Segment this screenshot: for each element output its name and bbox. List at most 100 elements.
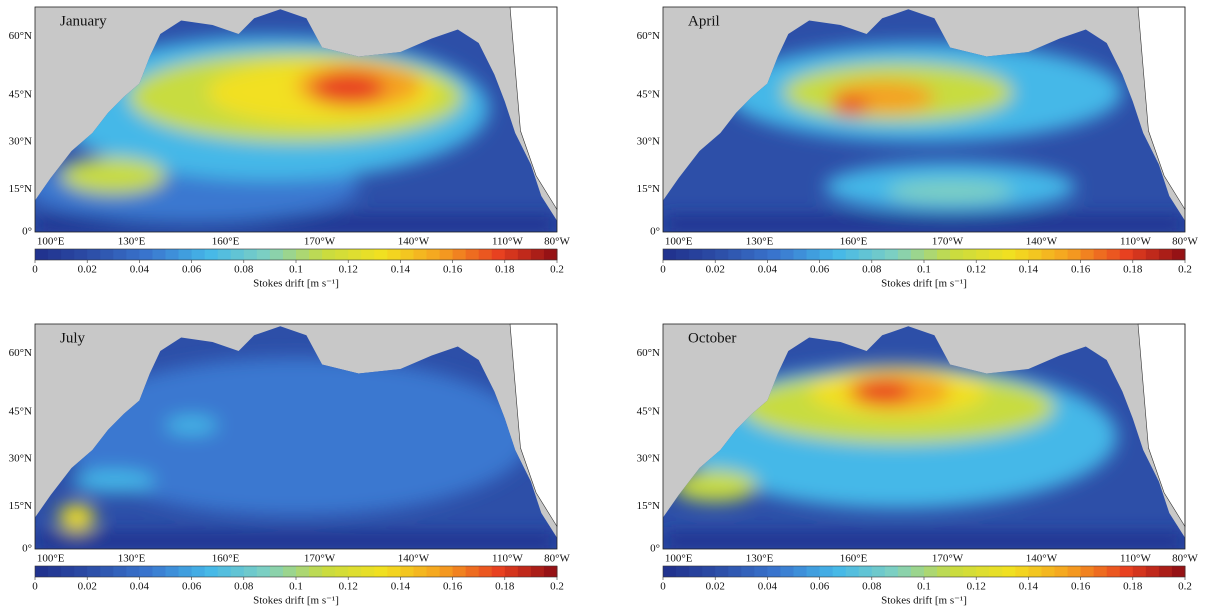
colorbar-tick-label: 0.1 <box>917 581 931 593</box>
lon-label: 170°W <box>932 553 964 565</box>
colorbar-segment <box>793 249 808 260</box>
colorbar-segment <box>897 566 912 577</box>
colorbar-segment <box>282 566 297 577</box>
colorbar-segment <box>152 249 166 260</box>
lon-label: 170°W <box>304 236 336 248</box>
map-panel: October 0° 15°N 30°N 45°N 60°N 100°E 130°E 160°E… <box>637 323 1199 607</box>
colorbar-segment <box>767 566 781 577</box>
lat-label: 15°N <box>637 500 660 512</box>
colorbar-tick-label: 0.08 <box>862 264 882 276</box>
colorbar-segment <box>452 249 467 260</box>
colorbar-tick-label: 0.08 <box>234 581 254 593</box>
colorbar-segment <box>296 249 310 260</box>
colorbar-segment <box>702 249 716 260</box>
lon-label: 140°W <box>1026 553 1058 565</box>
lon-label: 80°W <box>544 553 570 565</box>
colorbar-segment <box>191 249 206 260</box>
colorbar-segment <box>217 566 232 577</box>
colorbar-segment <box>754 566 768 577</box>
colorbar-tick-label: 0.1 <box>917 264 931 276</box>
colorbar-segment <box>322 566 336 577</box>
colorbar-segment <box>113 249 127 260</box>
colorbar-segment <box>924 249 938 260</box>
colorbar-segment <box>728 566 742 577</box>
colorbar-segment <box>1002 249 1016 260</box>
colorbar-segment <box>1093 566 1108 577</box>
colorbar-segment <box>767 249 781 260</box>
panel-title: April <box>688 13 720 29</box>
colorbar-segment <box>897 249 912 260</box>
colorbar-segment <box>1145 249 1160 260</box>
colorbar-tick-label: 0.18 <box>1123 264 1143 276</box>
colorbar-tick-label: 0 <box>660 581 666 593</box>
lat-label: 60°N <box>637 347 660 359</box>
colorbar-segment <box>491 249 506 260</box>
colorbar-segment <box>989 566 1003 577</box>
colorbar-segment <box>976 249 990 260</box>
colorbar-segment <box>806 249 821 260</box>
colorbar-segment <box>1106 249 1121 260</box>
colorbar-segment <box>1093 249 1108 260</box>
colorbar-segment <box>950 566 964 577</box>
map-frame <box>34 323 558 550</box>
colorbar-segment <box>1158 566 1173 577</box>
colorbar-tick-label: 0.18 <box>495 581 515 593</box>
lat-label: 15°N <box>637 183 660 195</box>
lat-label: 15°N <box>9 500 32 512</box>
colorbar-segment <box>165 566 180 577</box>
colorbar-segment <box>741 566 755 577</box>
colorbar-segment <box>963 249 977 260</box>
colorbar-segment <box>478 249 493 260</box>
colorbar-tick-label: 0 <box>32 581 38 593</box>
lon-label: 110°W <box>1120 553 1151 565</box>
colorbar-segment <box>256 249 271 260</box>
colorbar-segment <box>871 566 886 577</box>
colorbar-tick-label: 0.16 <box>443 264 463 276</box>
colorbar-segment <box>543 249 558 260</box>
colorbar-label: Stokes drift [m s⁻¹] <box>253 278 339 290</box>
lon-label: 130°E <box>746 236 774 248</box>
lat-label: 30°N <box>637 453 660 465</box>
colorbar-tick-label: 0.06 <box>810 581 830 593</box>
colorbar-segment <box>48 566 62 577</box>
colorbar-segment <box>1171 566 1186 577</box>
lat-label: 45°N <box>9 88 32 100</box>
colorbar-segment <box>230 566 245 577</box>
colorbar-tick-label: 0.16 <box>443 581 463 593</box>
colorbar-tick-label: 0.08 <box>862 581 882 593</box>
colorbar-segment <box>1158 249 1173 260</box>
colorbar-segment <box>663 249 677 260</box>
colorbar-tick-label: 0.04 <box>758 264 778 276</box>
colorbar-segment <box>819 249 834 260</box>
lon-label: 160°E <box>212 553 240 565</box>
colorbar-segment <box>806 566 821 577</box>
colorbar-segment <box>426 566 441 577</box>
colorbar-tick-label: 0.04 <box>758 581 778 593</box>
colorbar-segment <box>439 566 454 577</box>
colorbar-tick-label: 0.06 <box>810 264 830 276</box>
colorbar-segment <box>48 249 62 260</box>
lon-label: 80°W <box>544 236 570 248</box>
colorbar-segment <box>465 249 480 260</box>
colorbar-segment <box>780 566 794 577</box>
colorbar-segment <box>61 566 75 577</box>
colorbar-segment <box>517 566 532 577</box>
lon-label: 110°W <box>492 236 523 248</box>
colorbar-segment <box>924 566 938 577</box>
colorbar-segment <box>950 249 964 260</box>
colorbar-segment <box>1067 249 1082 260</box>
colorbar-segment <box>387 566 401 577</box>
colorbar-segment <box>335 249 349 260</box>
colorbar-tick-label: 0.18 <box>1123 581 1143 593</box>
colorbar-segment <box>517 249 532 260</box>
colorbar-segment <box>87 249 101 260</box>
colorbar-segment <box>1106 566 1121 577</box>
map-frame <box>34 6 558 233</box>
lon-label: 170°W <box>304 553 336 565</box>
lat-label: 15°N <box>9 183 32 195</box>
colorbar-tick-label: 0 <box>32 264 38 276</box>
lat-label: 0° <box>22 226 32 238</box>
lon-label: 140°W <box>398 236 430 248</box>
colorbar-segment <box>963 566 977 577</box>
